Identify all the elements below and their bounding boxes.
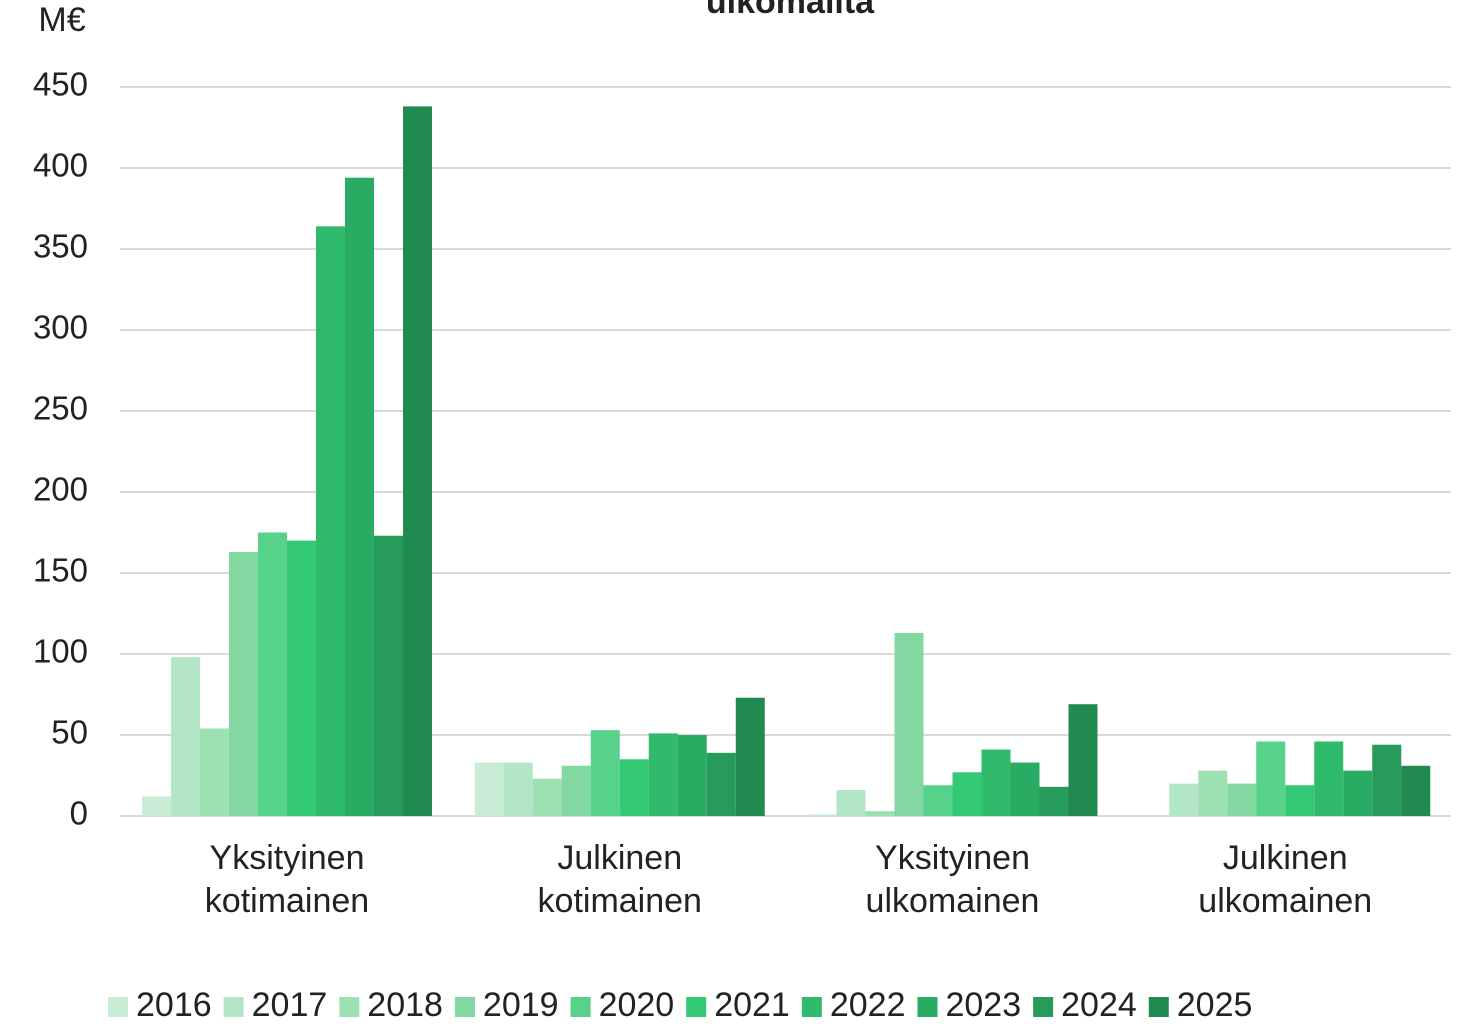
- bar: [1169, 783, 1199, 816]
- legend-label: 2020: [599, 986, 675, 1023]
- y-tick-label: 350: [33, 228, 88, 265]
- bar: [503, 762, 533, 816]
- y-tick-label: 450: [33, 66, 88, 103]
- chart-title: ulkomailta: [706, 0, 875, 21]
- bar: [836, 790, 866, 816]
- y-tick-label: 300: [33, 309, 88, 346]
- bar: [706, 752, 736, 816]
- y-tick-label: 0: [70, 795, 88, 832]
- y-tick-label: 400: [33, 147, 88, 184]
- bar: [403, 106, 432, 816]
- bar: [1343, 770, 1373, 816]
- y-tick-label: 200: [33, 471, 88, 508]
- legend-swatch: [1033, 997, 1054, 1017]
- bar: [1198, 770, 1228, 816]
- x-tick-label: Julkinen ulkomainen: [1198, 839, 1372, 920]
- bar: [1256, 741, 1286, 816]
- legend-label: 2016: [136, 986, 212, 1023]
- legend-label: 2018: [367, 986, 443, 1023]
- bar: [200, 728, 229, 816]
- legend-swatch: [108, 997, 128, 1017]
- x-tick-label: Yksityinen ulkomainen: [866, 839, 1040, 920]
- legend-swatch: [917, 997, 938, 1017]
- bar: [229, 551, 258, 816]
- y-tick-label: 150: [33, 552, 88, 589]
- bar: [923, 785, 953, 816]
- bar: [316, 226, 345, 816]
- bar: [1285, 785, 1315, 816]
- bar: [1227, 783, 1257, 816]
- y-tick-label: 100: [33, 633, 88, 670]
- legend-swatch: [1148, 997, 1169, 1017]
- legend-swatch: [339, 997, 360, 1017]
- bar: [677, 735, 707, 816]
- bar: [345, 177, 374, 817]
- bar: [1039, 786, 1069, 816]
- bar: [648, 733, 678, 816]
- bar: [1314, 741, 1344, 816]
- legend-label: 2019: [483, 986, 559, 1023]
- bar: [1068, 704, 1098, 816]
- legend-label: 2024: [1061, 986, 1137, 1023]
- legend-label: 2025: [1177, 986, 1253, 1023]
- x-tick-label: Yksityinen kotimainen: [205, 839, 369, 920]
- bar: [532, 778, 562, 816]
- bar: [142, 796, 171, 816]
- bar: [865, 811, 895, 816]
- legend-swatch: [454, 997, 475, 1017]
- bar: [590, 730, 620, 816]
- bar: [981, 749, 1011, 816]
- bar: [374, 535, 403, 816]
- bar: [561, 765, 591, 816]
- bar: [807, 814, 837, 816]
- y-axis-label: M€: [38, 1, 85, 39]
- bar: [735, 697, 765, 816]
- legend-label: 2017: [252, 986, 328, 1023]
- bar: [1372, 744, 1402, 816]
- legend-swatch: [801, 997, 822, 1017]
- y-tick-label: 50: [51, 714, 88, 751]
- legend-swatch: [570, 997, 591, 1017]
- x-tick-label: Julkinen kotimainen: [538, 839, 702, 920]
- legend-swatch: [686, 997, 707, 1017]
- legend-swatch: [223, 997, 244, 1017]
- bar: [171, 657, 200, 816]
- bar: [894, 632, 924, 816]
- bar: [619, 759, 649, 816]
- bar: [1010, 762, 1040, 816]
- bar: [258, 532, 287, 816]
- legend-label: 2021: [714, 986, 790, 1023]
- bar: [952, 772, 982, 816]
- bar: [474, 762, 504, 816]
- legend-label: 2023: [945, 986, 1021, 1023]
- bar: [1401, 765, 1431, 816]
- y-tick-label: 250: [33, 390, 88, 427]
- bar: [287, 540, 316, 816]
- legend-label: 2022: [830, 986, 906, 1023]
